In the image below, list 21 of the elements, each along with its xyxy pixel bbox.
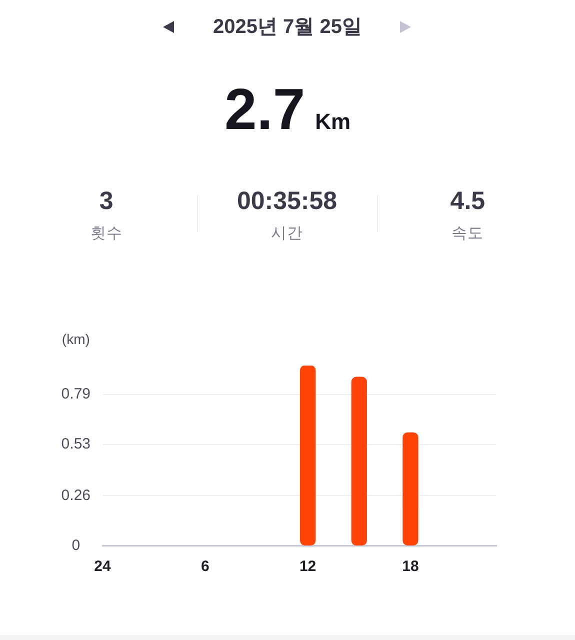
bar <box>300 366 316 546</box>
chart-title: 2025년 7월 25일 <box>212 15 363 39</box>
bar <box>351 376 367 546</box>
x-tick-label: 18 <box>402 558 419 575</box>
y-tick-label: 0.53 <box>61 435 91 452</box>
text: 2.7 <box>224 77 306 142</box>
text: 시간 <box>270 224 304 244</box>
y-tick-label: 0.79 <box>61 385 91 402</box>
y-tick-label: 0 <box>72 536 80 554</box>
text: 3 <box>98 186 114 216</box>
text: 4.5 <box>449 186 486 216</box>
y-tick-label: 0.26 <box>61 487 91 504</box>
text: Km <box>315 109 351 134</box>
x-tick-label: 12 <box>299 558 316 575</box>
text: 속도 <box>450 224 485 244</box>
bar <box>402 432 418 546</box>
x-tick-label: 24 <box>94 558 112 575</box>
text: 00:35:58 <box>236 186 338 216</box>
x-tick-label: 6 <box>200 558 210 575</box>
y-axis-title: (km) <box>62 330 90 347</box>
text: 횟수 <box>89 224 124 244</box>
